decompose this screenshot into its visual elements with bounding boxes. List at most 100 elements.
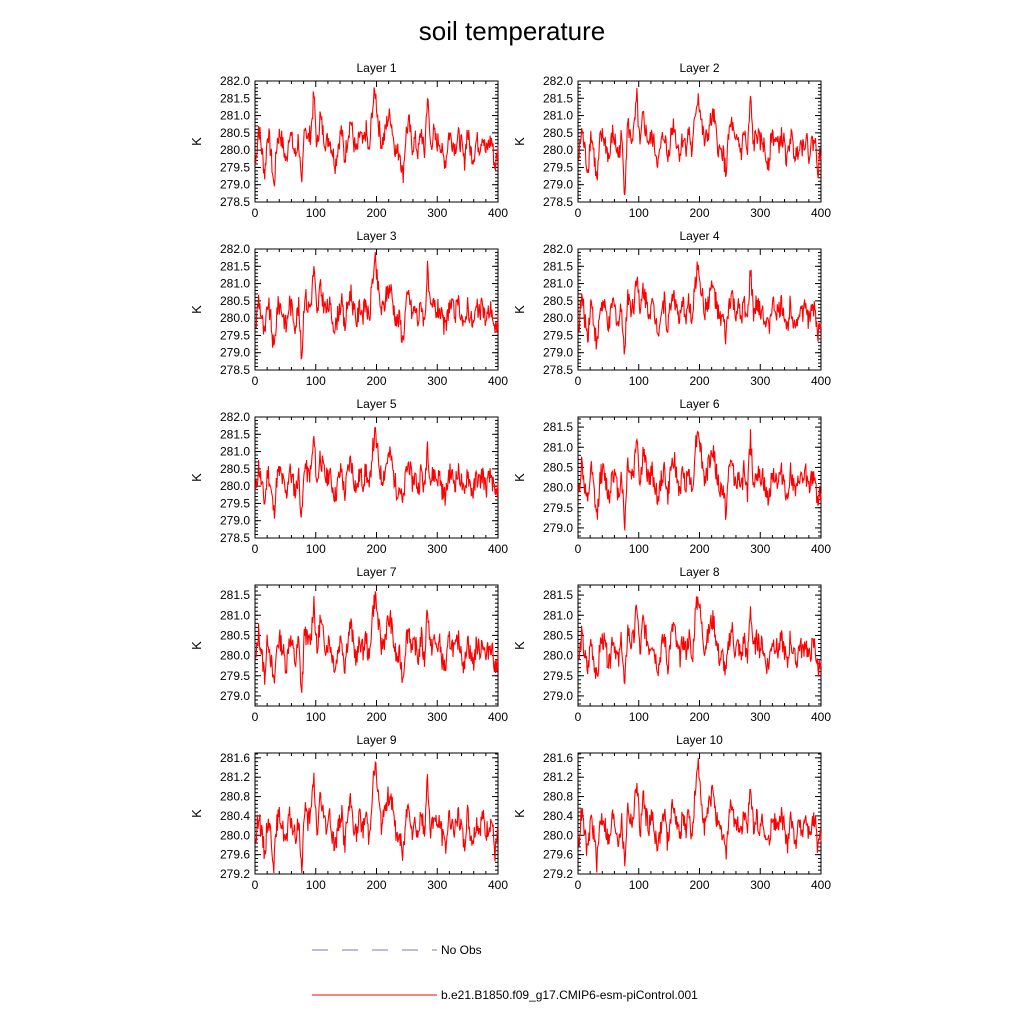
y-tick-label: 281.0	[543, 608, 573, 622]
panel-layer-6: Layer 6 K 281.5 281.0 280.5 280.0 279.5 279.00 1…	[512, 397, 831, 556]
y-tick-label: 280.5	[543, 628, 573, 642]
legend-obs-label: No Obs	[441, 943, 482, 957]
y-tick-label: 282.0	[220, 74, 250, 88]
y-tick-label: 279.0	[543, 521, 573, 535]
x-tick-label: 100	[629, 878, 649, 892]
y-tick-label: 281.0	[543, 277, 573, 291]
y-tick-label: 281.5	[543, 259, 573, 273]
y-tick-label: 279.0	[220, 346, 250, 360]
y-tick-label: 279.5	[220, 328, 250, 342]
x-tick-label: 300	[750, 878, 770, 892]
x-tick-label: 200	[366, 542, 386, 556]
y-tick-label: 280.0	[220, 828, 250, 842]
x-tick-label: 300	[750, 206, 770, 220]
figure-title: soil temperature	[419, 16, 605, 46]
x-tick-label: 300	[750, 542, 770, 556]
x-tick-label: 300	[427, 542, 447, 556]
y-tick-label: 282.0	[220, 410, 250, 424]
panel-layer-3: Layer 3 K 282.0 281.5 281.0 280.5 280.0 279.5 27…	[189, 229, 508, 388]
x-tick-label: 400	[811, 542, 831, 556]
x-tick-label: 0	[252, 374, 259, 388]
x-tick-label: 200	[689, 374, 709, 388]
y-tick-label: 278.5	[543, 195, 573, 209]
x-tick-label: 0	[575, 878, 582, 892]
x-tick-label: 0	[575, 374, 582, 388]
y-tick-label: 278.5	[220, 195, 250, 209]
panel-title: Layer 8	[679, 565, 719, 579]
y-tick-label: 278.5	[543, 363, 573, 377]
y-tick-label: 281.5	[543, 91, 573, 105]
x-tick-label: 100	[629, 374, 649, 388]
y-tick-label: 279.0	[220, 514, 250, 528]
series-line	[255, 426, 499, 519]
x-tick-label: 0	[575, 710, 582, 724]
x-tick-label: 400	[811, 710, 831, 724]
y-tick-label: 279.5	[220, 496, 250, 510]
x-tick-label: 100	[629, 542, 649, 556]
x-tick-label: 0	[252, 542, 259, 556]
y-tick-label: 279.5	[220, 669, 250, 683]
x-tick-label: 300	[427, 878, 447, 892]
x-tick-label: 200	[366, 710, 386, 724]
y-tick-label: 280.5	[543, 460, 573, 474]
panel-title: Layer 5	[356, 397, 396, 411]
y-tick-label: 281.2	[543, 770, 573, 784]
x-tick-label: 200	[689, 878, 709, 892]
y-tick-label: 280.0	[220, 649, 250, 663]
y-tick-label: 281.5	[220, 427, 250, 441]
y-axis-label: K	[189, 641, 204, 650]
series-line	[255, 87, 499, 187]
x-tick-label: 200	[689, 542, 709, 556]
y-axis-label: K	[512, 137, 527, 146]
y-tick-label: 282.0	[543, 74, 573, 88]
x-tick-label: 400	[811, 374, 831, 388]
y-tick-label: 278.5	[220, 363, 250, 377]
y-tick-label: 279.0	[220, 178, 250, 192]
panel-layer-9: Layer 9 K 281.6 281.2 280.8 280.4 280.0 279.6 27…	[189, 733, 508, 892]
x-tick-label: 400	[811, 878, 831, 892]
x-tick-label: 100	[306, 542, 326, 556]
x-tick-label: 100	[306, 710, 326, 724]
y-tick-label: 279.2	[543, 867, 573, 881]
panel-title: Layer 6	[679, 397, 719, 411]
x-tick-label: 300	[427, 374, 447, 388]
y-tick-label: 281.0	[220, 445, 250, 459]
series-line	[255, 252, 499, 360]
x-tick-label: 200	[689, 206, 709, 220]
series-line	[255, 761, 499, 874]
y-tick-label: 279.0	[543, 689, 573, 703]
x-tick-label: 100	[306, 878, 326, 892]
y-tick-label: 279.5	[543, 328, 573, 342]
panel-title: Layer 1	[356, 61, 396, 75]
y-tick-label: 280.5	[220, 294, 250, 308]
x-tick-label: 400	[488, 374, 508, 388]
series-line	[578, 757, 822, 873]
y-tick-label: 280.0	[220, 311, 250, 325]
x-tick-label: 100	[629, 206, 649, 220]
y-tick-label: 279.0	[543, 178, 573, 192]
y-tick-label: 281.5	[220, 259, 250, 273]
y-tick-label: 281.6	[220, 751, 250, 765]
x-tick-label: 0	[252, 878, 259, 892]
panel-title: Layer 2	[679, 61, 719, 75]
y-tick-label: 280.0	[220, 479, 250, 493]
y-axis-label: K	[512, 473, 527, 482]
x-tick-label: 400	[488, 542, 508, 556]
x-tick-label: 200	[689, 710, 709, 724]
series-line	[255, 591, 499, 693]
series-line	[578, 596, 822, 685]
y-tick-label: 281.0	[220, 277, 250, 291]
y-tick-label: 280.4	[220, 809, 250, 823]
x-tick-label: 300	[750, 710, 770, 724]
y-axis-label: K	[512, 305, 527, 314]
y-axis-label: K	[189, 137, 204, 146]
y-tick-label: 280.5	[220, 628, 250, 642]
panel-title: Layer 3	[356, 229, 396, 243]
x-tick-label: 0	[575, 542, 582, 556]
y-axis-label: K	[189, 473, 204, 482]
panel-layer-4: Layer 4 K 282.0 281.5 281.0 280.5 280.0 279.5 27…	[512, 229, 831, 388]
y-tick-label: 280.0	[543, 481, 573, 495]
x-tick-label: 300	[427, 710, 447, 724]
y-tick-label: 279.5	[543, 160, 573, 174]
